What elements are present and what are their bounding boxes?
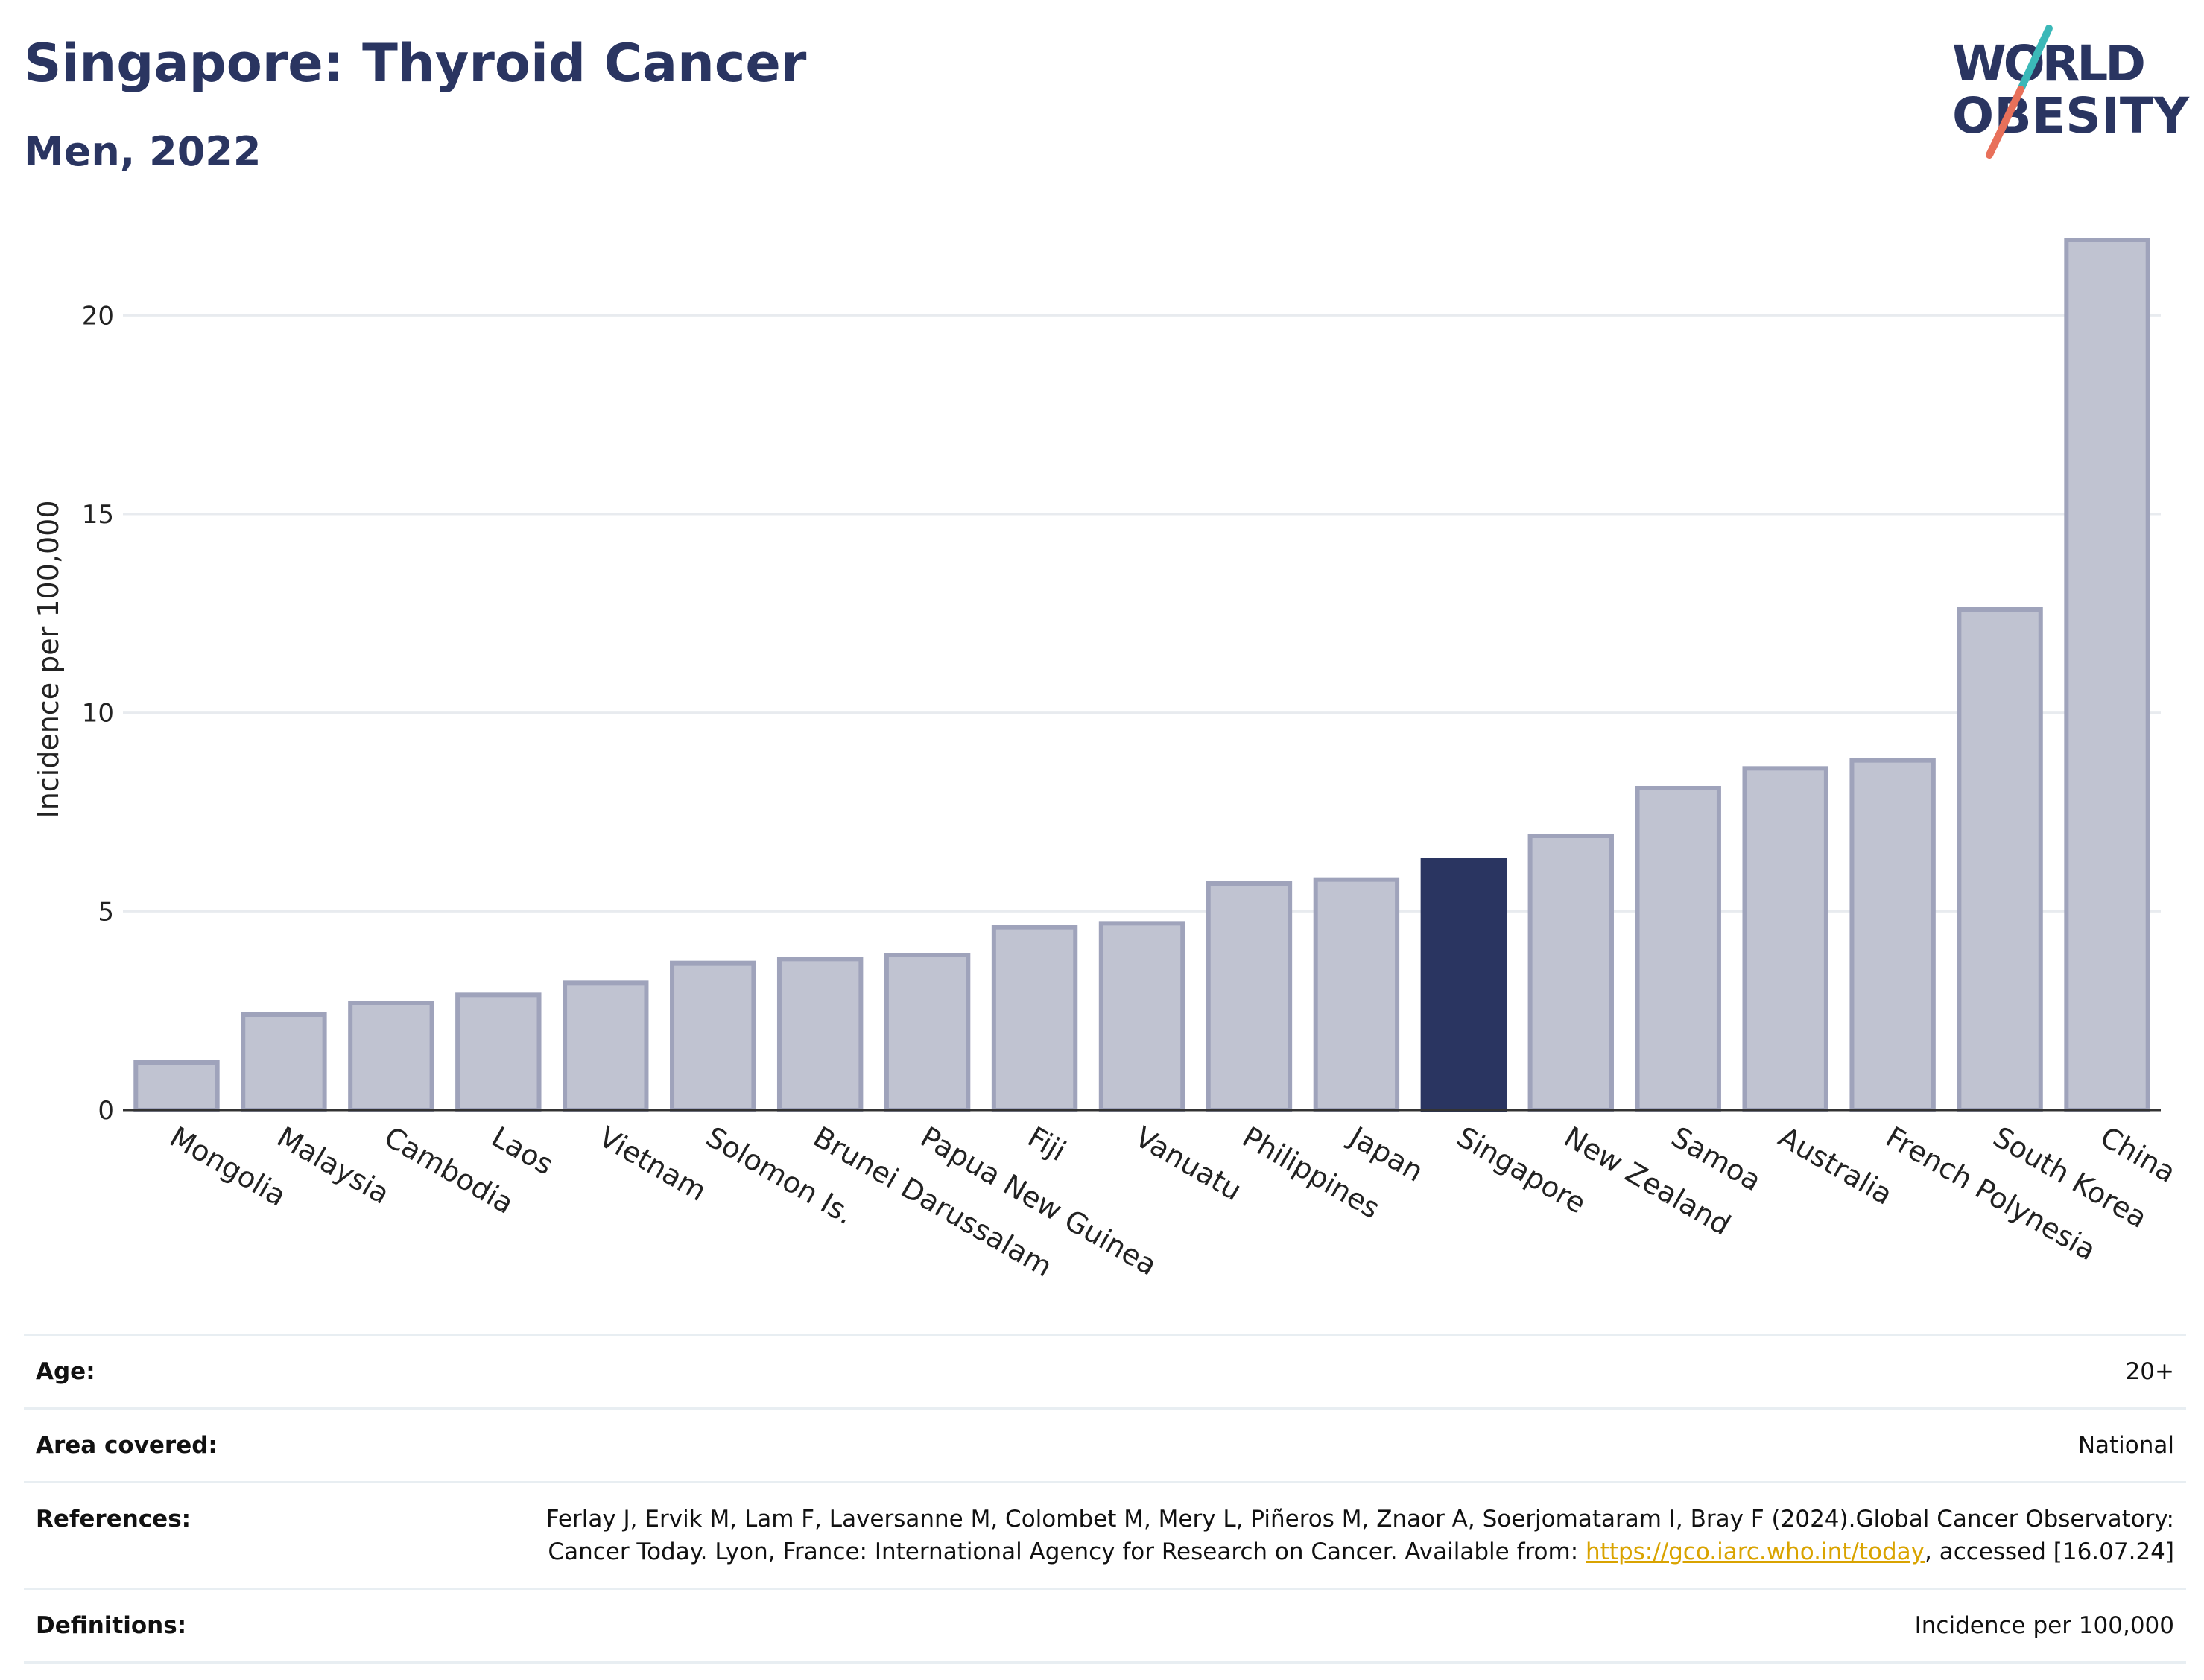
bar-french-polynesia	[1849, 758, 1936, 1113]
meta-row-references: References: Ferlay J, Ervik M, Lam F, La…	[24, 1481, 2186, 1588]
bar-vietnam	[563, 980, 649, 1113]
chart-metadata: Age: 20+ Area covered: National Referenc…	[24, 1334, 2186, 1664]
meta-row-definitions: Definitions: Incidence per 100,000	[24, 1588, 2186, 1664]
y-axis-ticks: 0 5 10 15 20	[82, 301, 114, 1126]
x-tick-label: Laos	[486, 1120, 559, 1182]
references-value: Ferlay J, Ervik M, Lam F, Laversanne M, …	[535, 1503, 2174, 1568]
grid-lines	[123, 314, 2161, 913]
y-tick-label: 5	[98, 897, 114, 927]
logo-slash-top	[2017, 25, 2053, 93]
y-tick-label: 0	[98, 1096, 114, 1126]
age-value: 20+	[2125, 1358, 2174, 1385]
bar-fiji	[991, 925, 1078, 1113]
y-axis-title: Incidence per 100,000	[32, 500, 65, 818]
logo-word-world: WORLD	[1952, 35, 2146, 92]
bar-china	[2064, 238, 2150, 1112]
bar-vanuatu	[1098, 921, 1185, 1112]
references-text: Ferlay J, Ervik M, Lam F, Laversanne M, …	[545, 1506, 2174, 1565]
meta-row-age: Age: 20+	[24, 1334, 2186, 1407]
definitions-label: Definitions:	[36, 1612, 187, 1639]
world-obesity-logo: WORLD OBESITY	[1952, 25, 2190, 159]
logo-word-obesity: OBESITY	[1952, 87, 2190, 145]
bar-brunei-darussalam	[776, 957, 864, 1113]
x-tick-label: Vietnam	[593, 1120, 712, 1208]
bars	[133, 238, 2150, 1113]
y-tick-label: 20	[82, 301, 114, 331]
bar-singapore	[1420, 858, 1507, 1112]
area-value: National	[2077, 1432, 2174, 1459]
x-tick-label: Japan	[1343, 1120, 1429, 1188]
age-label: Age:	[36, 1358, 95, 1385]
x-tick-label: China	[2095, 1120, 2182, 1189]
bar-new-zealand	[1527, 834, 1614, 1112]
chart-title: Singapore: Thyroid Cancer	[24, 33, 807, 94]
bar-cambodia	[348, 1001, 434, 1112]
bar-solomon-is	[670, 960, 756, 1112]
bar-malaysia	[241, 1012, 327, 1112]
y-tick-label: 10	[82, 699, 114, 729]
references-tail: , accessed [16.07.24]	[1924, 1538, 2174, 1565]
logo-slash-bottom	[1986, 86, 2024, 159]
bar-philippines	[1206, 881, 1293, 1112]
bar-samoa	[1635, 786, 1721, 1112]
references-link[interactable]: https://gco.iarc.who.int/today	[1586, 1538, 1925, 1565]
definitions-value: Incidence per 100,000	[1914, 1612, 2174, 1639]
bar-papua-new-guinea	[884, 953, 971, 1112]
bar-japan	[1313, 877, 1400, 1113]
bar-south-korea	[1957, 607, 2043, 1112]
chart-subtitle: Men, 2022	[24, 128, 262, 175]
y-tick-label: 15	[82, 500, 114, 530]
references-label: References:	[36, 1506, 191, 1532]
meta-row-area: Area covered: National	[24, 1407, 2186, 1481]
x-tick-label: Fiji	[1022, 1120, 1071, 1167]
x-tick-label: Mongolia	[164, 1120, 291, 1213]
x-tick-label: Australia	[1773, 1120, 1899, 1211]
bar-laos	[455, 992, 542, 1113]
bar-australia	[1742, 766, 1828, 1112]
bar-mongolia	[133, 1060, 220, 1112]
area-label: Area covered:	[36, 1432, 218, 1459]
x-tick-label: Malaysia	[271, 1120, 395, 1211]
x-tick-label: Vanuatu	[1130, 1120, 1247, 1207]
